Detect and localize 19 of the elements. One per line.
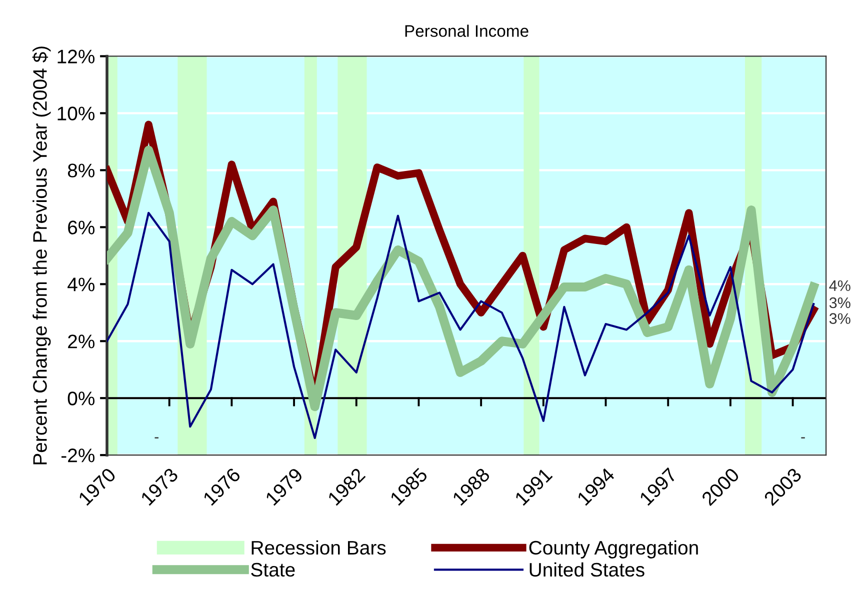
y-tick-label: 8%: [68, 164, 95, 178]
y-axis-title: Percent Change from the Previous Year (2004 $): [32, 46, 51, 464]
data-label: 3%: [829, 297, 850, 308]
annotation: -: [154, 437, 158, 438]
legend-label: United States: [530, 562, 644, 577]
chart-title: Personal Income: [405, 24, 528, 37]
legend-label: County Aggregation: [529, 540, 698, 558]
y-tick-label: 2%: [68, 334, 95, 348]
legend-label: Recession Bars: [252, 540, 386, 555]
legend-label: State: [251, 562, 295, 577]
y-tick-label: 12%: [58, 50, 95, 64]
y-tick-label: -2%: [61, 448, 95, 462]
y-tick-label: 10%: [58, 106, 95, 120]
y-tick-label: 6%: [68, 220, 95, 234]
data-label: 3%: [829, 313, 850, 324]
y-tick-label: 4%: [68, 278, 95, 292]
annotation: -: [801, 437, 805, 438]
data-label: 4%: [829, 280, 850, 292]
y-tick-label: 0%: [68, 392, 95, 406]
